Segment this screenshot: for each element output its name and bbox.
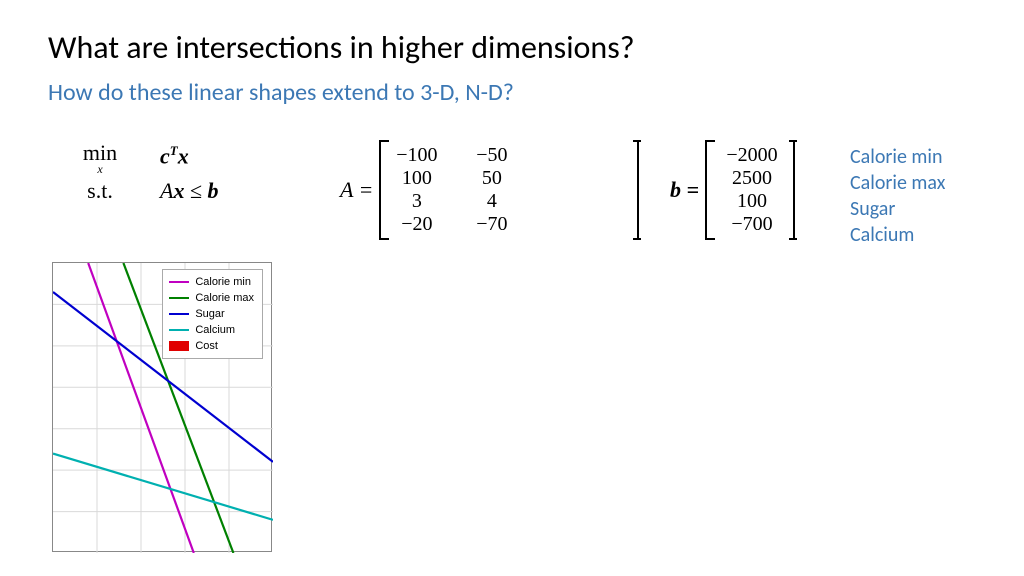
legend-label: Calcium <box>195 324 235 336</box>
legend-row: Calcium <box>169 322 254 338</box>
matrix-cell: 50 <box>464 167 519 190</box>
row-label: Calcium <box>850 222 945 248</box>
legend-label: Cost <box>195 340 218 352</box>
row-label: Calorie min <box>850 144 945 170</box>
chart-legend: Calorie min Calorie max Sugar Calcium Cost <box>162 269 263 359</box>
lp-constraint: Ax ≤ b <box>140 172 219 204</box>
legend-label: Sugar <box>195 308 224 320</box>
legend-swatch <box>169 341 189 351</box>
legend-swatch <box>169 329 189 331</box>
matrix-a-grid: −100 −50 100 50 34 −20 −70 <box>389 144 519 236</box>
legend-swatch <box>169 297 189 299</box>
matrix-cell: −50 <box>464 144 519 167</box>
legend-row: Calorie max <box>169 290 254 306</box>
row-label: Sugar <box>850 196 945 222</box>
legend-swatch <box>169 281 189 283</box>
legend-label: Calorie min <box>195 276 251 288</box>
vector-b: b = −20002500100−700 <box>670 140 795 240</box>
slide-subtitle: How do these linear shapes extend to 3-D… <box>48 78 514 107</box>
matrix-cell: −20 <box>389 213 444 236</box>
lp-formulation: min x cTx s.t. Ax ≤ b <box>60 140 219 204</box>
row-label: Calorie max <box>850 170 945 196</box>
constraint-chart: Calorie min Calorie max Sugar Calcium Cost <box>52 262 272 552</box>
lp-subject-to: s.t. <box>60 172 140 204</box>
lp-objective: cTx <box>140 143 189 169</box>
vector-cell: −700 <box>715 213 789 236</box>
matrix-cell: 3 <box>389 190 444 213</box>
vector-cell: 2500 <box>715 167 789 190</box>
constraint-row-labels: Calorie minCalorie maxSugarCalcium <box>850 144 945 248</box>
legend-swatch <box>169 313 189 315</box>
vector-cell: 100 <box>715 190 789 213</box>
legend-row: Calorie min <box>169 274 254 290</box>
slide-title: What are intersections in higher dimensi… <box>48 28 635 67</box>
matrix-a-label: A = <box>340 177 379 203</box>
vector-cell: −2000 <box>715 144 789 167</box>
legend-label: Calorie max <box>195 292 254 304</box>
vector-b-label: b = <box>670 177 705 203</box>
vector-b-grid: −20002500100−700 <box>715 144 789 236</box>
matrix-cell: −100 <box>389 144 444 167</box>
matrix-cell: 100 <box>389 167 444 190</box>
matrix-cell: 4 <box>464 190 519 213</box>
chart-line <box>53 454 273 520</box>
matrix-cell: −70 <box>464 213 519 236</box>
matrix-a: A = −100 −50 100 50 34 −20 −70 <box>340 140 639 240</box>
legend-row: Cost <box>169 338 254 354</box>
legend-row: Sugar <box>169 306 254 322</box>
